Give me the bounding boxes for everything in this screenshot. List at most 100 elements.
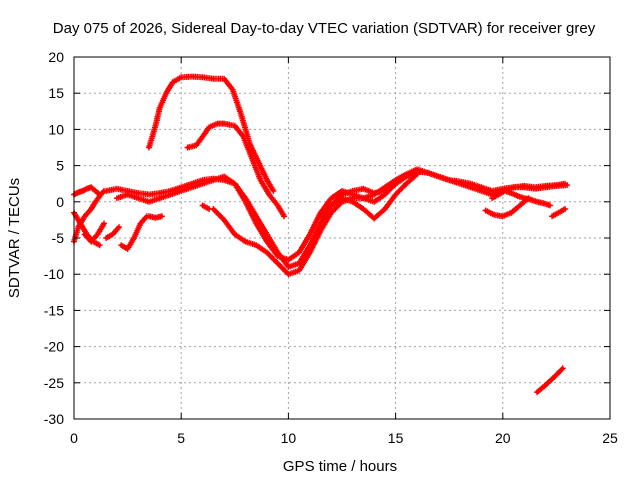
x-tick-label: 10 — [281, 430, 297, 446]
data-point — [561, 366, 565, 370]
data-point — [319, 214, 323, 218]
data-point — [276, 261, 280, 265]
x-tick-label: 20 — [495, 430, 511, 446]
data-point — [518, 203, 522, 207]
data-point — [222, 122, 226, 126]
data-point — [286, 265, 290, 269]
data-point — [436, 174, 440, 178]
data-point — [111, 232, 115, 236]
data-point — [554, 184, 558, 188]
data-point — [490, 196, 494, 200]
data-point — [533, 187, 537, 191]
series-arc-small-3 — [146, 213, 165, 221]
data-point — [207, 125, 211, 129]
data-point — [138, 222, 142, 226]
data-point — [201, 182, 205, 186]
data-point — [147, 146, 151, 149]
data-point — [276, 254, 280, 258]
y-tick-label: 0 — [56, 194, 64, 210]
data-point — [168, 189, 172, 193]
data-point — [516, 194, 520, 198]
y-tick-label: -30 — [44, 411, 64, 427]
data-point — [132, 236, 136, 240]
data-point — [276, 203, 280, 207]
data-point — [265, 250, 269, 254]
data-point — [222, 77, 226, 81]
data-point — [527, 196, 531, 200]
data-point — [250, 156, 254, 160]
data-point — [211, 207, 215, 211]
data-point — [93, 189, 97, 193]
data-point — [361, 207, 365, 211]
data-point — [89, 185, 93, 189]
x-tick-label: 25 — [602, 430, 618, 446]
series-arc-small-2 — [118, 213, 150, 252]
data-point — [254, 222, 258, 226]
data-point — [104, 236, 108, 240]
data-point — [372, 193, 376, 197]
data-point — [542, 201, 546, 205]
data-point — [550, 214, 554, 218]
data-point — [147, 214, 151, 218]
data-point — [340, 200, 344, 204]
data-point — [297, 261, 301, 265]
data-point — [286, 272, 290, 276]
data-point — [351, 189, 355, 193]
data-point — [404, 174, 408, 178]
data-point — [394, 182, 398, 186]
data-point — [83, 232, 87, 236]
data-point — [115, 196, 119, 200]
data-point — [83, 214, 87, 218]
data-point — [168, 193, 172, 197]
data-point — [126, 193, 130, 197]
data-point — [501, 214, 505, 218]
data-point — [297, 269, 301, 273]
data-point — [308, 250, 312, 254]
data-point — [160, 214, 164, 218]
series-arc-offset — [534, 365, 566, 396]
data-point — [136, 191, 140, 195]
data-point — [361, 187, 365, 191]
data-point — [194, 143, 198, 147]
data-point — [233, 124, 237, 128]
x-tick-label: 0 — [70, 430, 78, 446]
data-point — [239, 113, 243, 117]
data-point — [190, 182, 194, 186]
data-point — [544, 383, 548, 387]
data-point — [426, 171, 430, 175]
data-point — [329, 196, 333, 200]
grid — [74, 57, 610, 419]
data-point — [565, 183, 569, 187]
data-point — [117, 225, 121, 229]
data-point — [179, 185, 183, 189]
data-point — [222, 174, 226, 178]
data-point — [484, 208, 488, 212]
y-tick-label: -15 — [44, 302, 64, 318]
series-arc-left-d — [81, 220, 107, 245]
data-point — [158, 191, 162, 195]
y-tick-label: -20 — [44, 339, 64, 355]
data-point — [222, 178, 226, 182]
data-point — [282, 214, 286, 218]
data-point — [544, 185, 548, 189]
y-axis-label: SDTVAR / TECUs — [6, 178, 23, 298]
data-point — [503, 189, 507, 193]
data-point — [490, 193, 494, 197]
data-point — [340, 189, 344, 193]
data-point — [93, 200, 97, 204]
data-point — [201, 178, 205, 182]
data-point — [119, 243, 123, 247]
series-arc-dip — [317, 171, 420, 222]
data-point — [522, 185, 526, 189]
data-point — [509, 211, 513, 215]
data-point — [244, 200, 248, 204]
data-point — [563, 207, 567, 211]
data-point — [102, 222, 106, 226]
x-axis-label: GPS time / hours — [283, 458, 397, 475]
data-point — [244, 240, 248, 244]
data-point — [415, 167, 419, 171]
data-point — [340, 196, 344, 200]
data-point — [319, 222, 323, 226]
data-point — [512, 185, 516, 189]
